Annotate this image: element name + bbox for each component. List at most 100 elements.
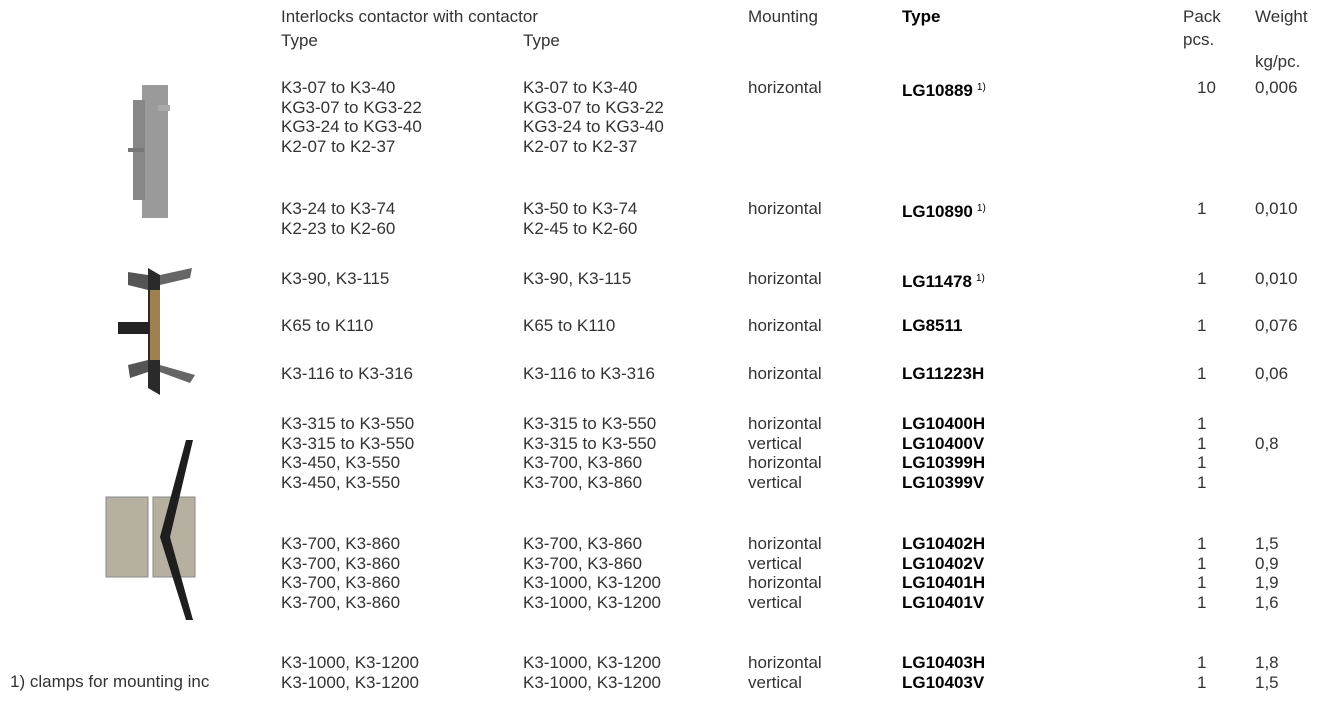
cell-a: K3-1000, K3-1200 bbox=[281, 672, 419, 692]
cell-b: K3-116 to K3-316 bbox=[523, 364, 655, 383]
cell-a: KG3-07 to KG3-22 bbox=[281, 97, 422, 117]
cell-mounting: horizontal bbox=[748, 573, 822, 593]
cell-weight: 0,076 bbox=[1255, 316, 1298, 335]
cell-pack: 1 bbox=[1197, 592, 1207, 612]
cell-mounting: horizontal bbox=[748, 414, 822, 433]
cell-b: K65 to K110 bbox=[523, 316, 616, 335]
cell-b: K3-700, K3-860 bbox=[523, 534, 643, 553]
interlock-image-2 bbox=[118, 268, 195, 395]
cell-a: KG3-24 to KG3-40 bbox=[281, 117, 422, 137]
footnote-ref: 1) bbox=[976, 82, 986, 93]
cell-a: K3-315 to K3-550 bbox=[281, 433, 415, 453]
cell-mounting: horizontal bbox=[748, 269, 822, 288]
cell-mounting: vertical bbox=[748, 433, 802, 453]
cell-pack: 1 bbox=[1197, 472, 1207, 492]
cell-pack: 10 bbox=[1197, 78, 1216, 97]
cell-b: K3-50 to K3-74 bbox=[523, 199, 638, 218]
cell-pack: 1 bbox=[1197, 269, 1207, 288]
cell-pack: 1 bbox=[1197, 433, 1207, 453]
cell-type: LG10402H bbox=[902, 534, 986, 553]
cell-weight: 1,6 bbox=[1255, 592, 1279, 612]
cell-type: LG10890 1) bbox=[902, 202, 986, 221]
cell-mounting: horizontal bbox=[748, 316, 822, 335]
cell-type: LG11223H bbox=[902, 364, 985, 383]
cell-type: LG10403H bbox=[902, 653, 986, 672]
cell-type: LG8511 bbox=[902, 316, 963, 335]
cell-mounting: horizontal bbox=[748, 653, 822, 672]
cell-weight: 0,9 bbox=[1255, 553, 1279, 573]
cell-mounting: horizontal bbox=[748, 364, 822, 383]
cell-weight: 0,006 bbox=[1255, 78, 1298, 97]
cell-b: KG3-24 to KG3-40 bbox=[523, 117, 664, 137]
cell-b: K3-1000, K3-1200 bbox=[523, 653, 661, 672]
cell-weight: 0,8 bbox=[1255, 433, 1279, 453]
cell-type: LG10889 1) bbox=[902, 81, 986, 100]
cell-b: K3-700, K3-860 bbox=[523, 453, 643, 473]
cell-mounting: vertical bbox=[748, 592, 802, 612]
cell-a: K3-07 to K3-40 bbox=[281, 78, 396, 97]
cell-b: K3-1000, K3-1200 bbox=[523, 672, 661, 692]
cell-pack: 1 bbox=[1197, 653, 1207, 672]
cell-pack: 1 bbox=[1197, 316, 1207, 335]
cell-mounting: vertical bbox=[748, 553, 802, 573]
cell-type: LG10399V bbox=[902, 472, 985, 492]
cell-b: K2-45 to K2-60 bbox=[523, 218, 638, 238]
header-text: Type bbox=[281, 31, 318, 50]
cell-a: K3-116 to K3-316 bbox=[281, 364, 413, 383]
cell-weight: 1,5 bbox=[1255, 672, 1279, 692]
cell-mounting: horizontal bbox=[748, 199, 822, 218]
cell-a: K3-315 to K3-550 bbox=[281, 414, 415, 433]
cell-a: K65 to K110 bbox=[281, 316, 374, 335]
cell-a: K3-700, K3-860 bbox=[281, 534, 401, 553]
cell-pack: 1 bbox=[1197, 453, 1207, 473]
cell-mounting: horizontal bbox=[748, 78, 822, 97]
footnote: 1) clamps for mounting inc bbox=[10, 672, 210, 691]
cell-type: LG10401V bbox=[902, 592, 985, 612]
header-text: kg/pc. bbox=[1255, 52, 1301, 71]
cell-b: K3-90, K3-115 bbox=[523, 269, 632, 288]
cell-mounting: horizontal bbox=[748, 534, 822, 553]
cell-weight: 0,010 bbox=[1255, 269, 1298, 288]
cell-a: K3-450, K3-550 bbox=[281, 472, 401, 492]
cell-type: LG10399H bbox=[902, 453, 986, 473]
cell-pack: 1 bbox=[1197, 414, 1207, 433]
cell-b: K3-07 to K3-40 bbox=[523, 78, 638, 97]
cell-a: K3-450, K3-550 bbox=[281, 453, 401, 473]
cell-a: K3-24 to K3-74 bbox=[281, 199, 396, 218]
cell-pack: 1 bbox=[1197, 534, 1207, 553]
header-text: Mounting bbox=[748, 7, 818, 26]
cell-weight: 0,06 bbox=[1255, 364, 1289, 383]
cell-b: KG3-07 to KG3-22 bbox=[523, 97, 664, 117]
cell-b: K3-1000, K3-1200 bbox=[523, 573, 661, 593]
cell-mounting: vertical bbox=[748, 472, 802, 492]
header-text: Interlocks contactor with contactor bbox=[281, 7, 539, 26]
cell-a: K3-700, K3-860 bbox=[281, 592, 401, 612]
header-text: Type bbox=[902, 7, 941, 26]
cell-type: LG10400V bbox=[902, 433, 985, 453]
cell-a: K3-90, K3-115 bbox=[281, 269, 390, 288]
cell-pack: 1 bbox=[1197, 553, 1207, 573]
cell-weight: 1,8 bbox=[1255, 653, 1279, 672]
cell-type: LG10403V bbox=[902, 672, 985, 692]
interlock-image-1 bbox=[128, 85, 170, 218]
cell-b: K3-315 to K3-550 bbox=[523, 433, 657, 453]
cell-weight: 1,5 bbox=[1255, 534, 1279, 553]
cell-weight: 0,010 bbox=[1255, 199, 1298, 218]
cell-b: K3-1000, K3-1200 bbox=[523, 592, 661, 612]
interlock-image-3 bbox=[105, 440, 196, 620]
cell-a: K3-700, K3-860 bbox=[281, 553, 401, 573]
cell-b: K3-700, K3-860 bbox=[523, 553, 643, 573]
cell-pack: 1 bbox=[1197, 672, 1207, 692]
header-text: Weight bbox=[1255, 7, 1308, 26]
header-text: Pack bbox=[1183, 7, 1221, 26]
cell-mounting: horizontal bbox=[748, 453, 822, 473]
cell-pack: 1 bbox=[1197, 364, 1207, 383]
cell-b: K3-700, K3-860 bbox=[523, 472, 643, 492]
footnote-ref: 1) bbox=[975, 273, 985, 284]
cell-b: K2-07 to K2-37 bbox=[523, 136, 638, 156]
cell-a: K3-1000, K3-1200 bbox=[281, 653, 419, 672]
header-text: pcs. bbox=[1183, 30, 1215, 49]
cell-a: K3-700, K3-860 bbox=[281, 573, 401, 593]
